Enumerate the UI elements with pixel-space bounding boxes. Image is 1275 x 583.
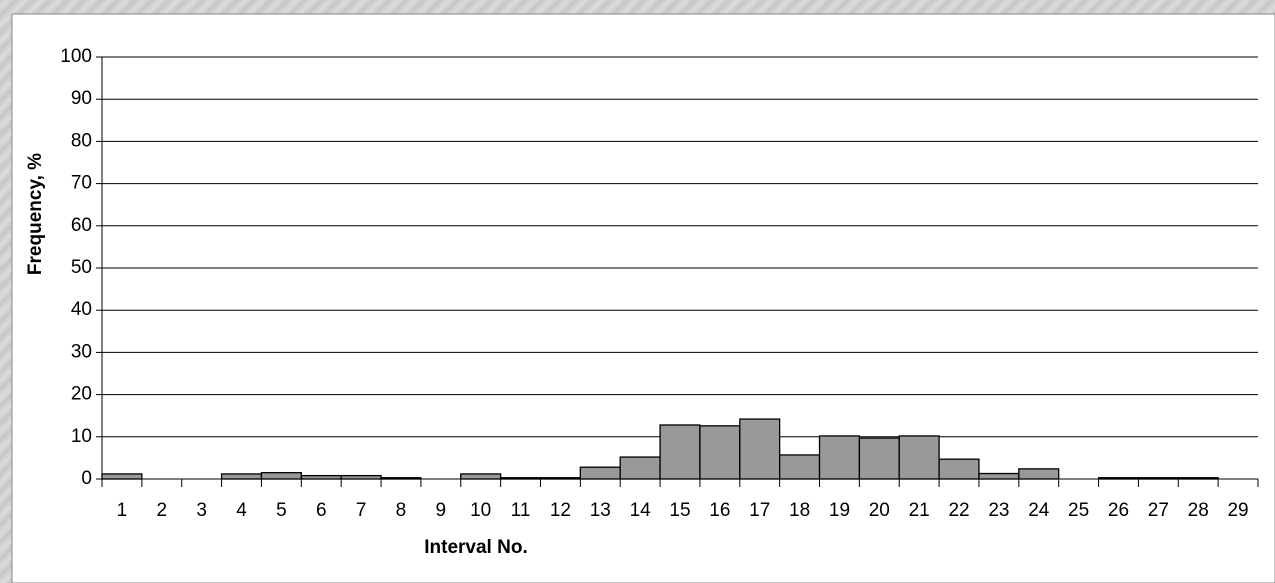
x-tick-label: 27	[1148, 500, 1169, 521]
y-tick-label: 10	[71, 426, 92, 447]
y-tick-label: 90	[71, 88, 92, 109]
bar	[779, 454, 821, 480]
x-tick-label: 6	[316, 500, 327, 521]
x-tick-label: 16	[709, 500, 730, 521]
bar	[938, 458, 980, 480]
x-tick-label: 22	[948, 500, 969, 521]
x-tick-label: 23	[988, 500, 1009, 521]
bar	[460, 473, 502, 480]
x-tick-label: 28	[1188, 500, 1209, 521]
x-tick-label: 9	[436, 500, 447, 521]
bar	[1018, 468, 1060, 480]
x-tick-label: 5	[276, 500, 287, 521]
x-tick-label: 21	[909, 500, 930, 521]
bar	[739, 418, 781, 480]
y-tick-label: 80	[71, 130, 92, 151]
bar	[818, 435, 861, 480]
x-tick-label: 1	[117, 500, 128, 521]
y-tick-label: 70	[71, 173, 92, 194]
y-tick-label: 20	[71, 384, 92, 405]
bar	[978, 472, 1020, 480]
bar	[619, 456, 661, 480]
bar	[659, 424, 701, 480]
x-tick-label: 25	[1068, 500, 1089, 521]
bar	[340, 474, 382, 480]
y-tick-label: 60	[71, 215, 92, 236]
x-tick-label: 13	[590, 500, 611, 521]
bar	[220, 473, 263, 480]
x-tick-label: 7	[356, 500, 367, 521]
x-tick-label: 14	[630, 500, 652, 521]
bar	[699, 425, 741, 480]
x-tick-label: 24	[1028, 500, 1050, 521]
y-tick-label: 50	[71, 257, 92, 278]
x-tick-label: 15	[669, 500, 690, 521]
x-tick-label: 4	[236, 500, 247, 521]
bar	[300, 474, 342, 480]
x-tick-label: 3	[196, 500, 207, 521]
x-tick-label: 29	[1227, 500, 1248, 521]
x-tick-label: 10	[470, 500, 491, 521]
x-tick-label: 19	[829, 500, 850, 521]
x-axis-label: Interval No.	[424, 537, 527, 558]
chart-frame	[11, 13, 1275, 583]
bar	[858, 437, 900, 480]
bar	[101, 473, 143, 480]
bar	[579, 466, 621, 480]
y-tick-label: 100	[60, 46, 92, 67]
x-tick-label: 12	[550, 500, 571, 521]
x-tick-label: 17	[749, 500, 770, 521]
x-tick-label: 18	[789, 500, 810, 521]
y-tick-label: 30	[71, 341, 92, 362]
x-tick-label: 20	[869, 500, 890, 521]
y-tick-label: 0	[81, 468, 92, 489]
x-tick-label: 2	[157, 500, 168, 521]
x-tick-label: 8	[396, 500, 407, 521]
y-tick-label: 40	[71, 299, 92, 320]
x-tick-label: 26	[1108, 500, 1129, 521]
x-tick-label: 11	[511, 500, 531, 521]
bar	[260, 472, 302, 480]
bar	[898, 435, 940, 480]
y-axis-label: Frequency, %	[25, 153, 46, 275]
